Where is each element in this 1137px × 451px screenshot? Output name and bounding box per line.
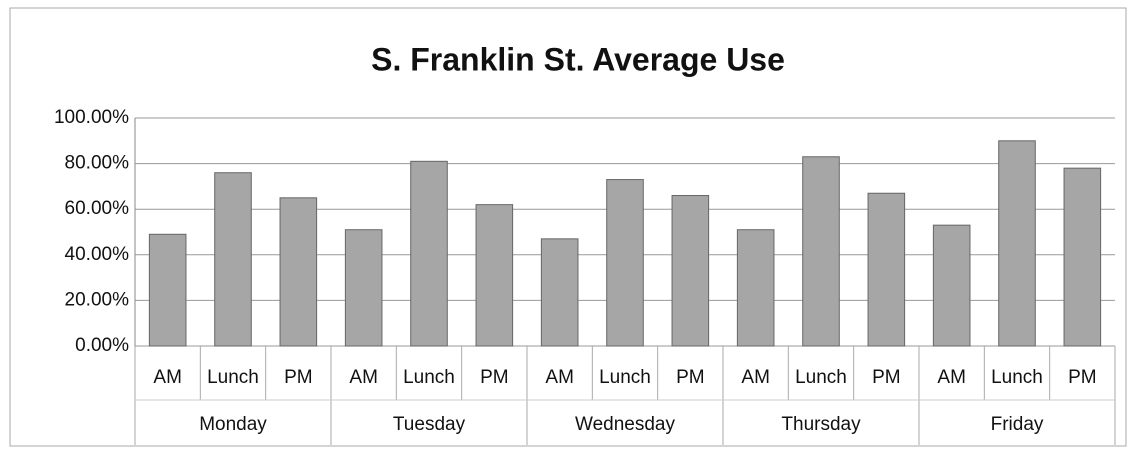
bar [148, 233, 187, 347]
x-tick-label: PM [1068, 367, 1097, 388]
bar [802, 156, 840, 347]
x-tick-label: AM [349, 367, 378, 388]
bar [606, 179, 644, 347]
bar [475, 204, 514, 347]
y-tick-label: 100.00% [54, 107, 129, 128]
group-label: Monday [199, 414, 267, 435]
y-tick-label: 40.00% [65, 244, 130, 265]
x-tick-label: PM [676, 367, 705, 388]
bar [932, 224, 971, 347]
x-tick-label: AM [937, 367, 966, 388]
bar [344, 229, 383, 347]
bar [1063, 167, 1102, 347]
x-tick-label: PM [284, 367, 313, 388]
x-tick-label: Lunch [795, 367, 847, 388]
y-tick-label: 20.00% [65, 289, 130, 310]
x-tick-label: AM [545, 367, 574, 388]
x-tick-label: Lunch [599, 367, 651, 388]
x-tick-label: PM [872, 367, 901, 388]
bar [410, 160, 448, 347]
x-tick-label: Lunch [991, 367, 1043, 388]
x-tick-label: AM [741, 367, 770, 388]
group-label: Thursday [781, 414, 861, 435]
y-tick-label: 0.00% [75, 335, 129, 356]
bar [279, 197, 318, 347]
x-tick-label: AM [153, 367, 182, 388]
y-tick-label: 80.00% [65, 153, 130, 174]
x-tick-label: Lunch [207, 367, 259, 388]
chart-title: S. Franklin St. Average Use [371, 41, 785, 77]
bar [540, 238, 579, 347]
bar [736, 229, 775, 347]
bar [867, 192, 906, 347]
x-tick-label: Lunch [403, 367, 455, 388]
x-tick-label: PM [480, 367, 509, 388]
y-tick-label: 60.00% [65, 198, 130, 219]
bar [214, 172, 252, 347]
group-label: Friday [991, 414, 1044, 435]
bar [998, 140, 1036, 347]
bar [671, 195, 710, 347]
group-label: Wednesday [575, 414, 675, 435]
group-label: Tuesday [393, 414, 466, 435]
